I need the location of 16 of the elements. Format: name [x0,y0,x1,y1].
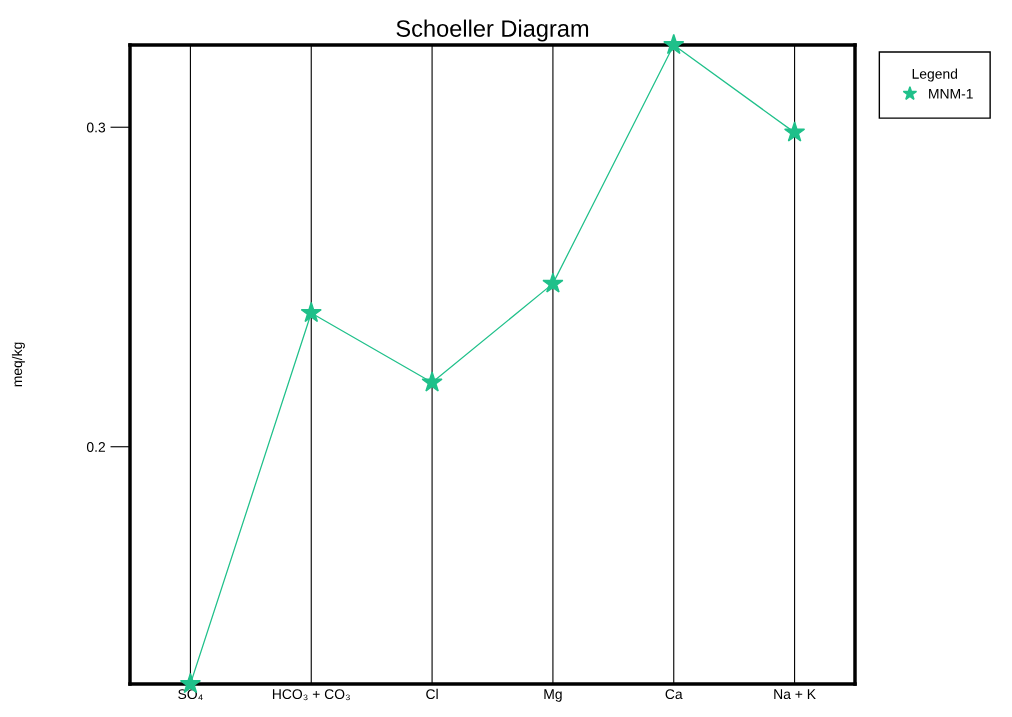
y-axis-title: meq/kg [11,342,25,387]
legend-title: Legend [912,68,958,82]
x-tick-label: Cl [426,688,438,700]
x-tick-label: Mg [544,689,562,702]
y-tick-label: 0.3 [86,122,106,133]
x-tick-label: Ca [665,689,683,700]
point [421,371,443,392]
point [300,301,322,323]
y-tick-label: 0.2 [86,442,105,452]
point [663,33,685,55]
chart-title: Schoeller Diagram [396,19,589,42]
x-tick-label: HCO₃ + CO₃ [272,689,350,701]
legend-label: MNM-1 [929,89,973,99]
x-tick-label: Na + K [774,689,816,700]
point [783,121,806,142]
point [542,272,564,293]
